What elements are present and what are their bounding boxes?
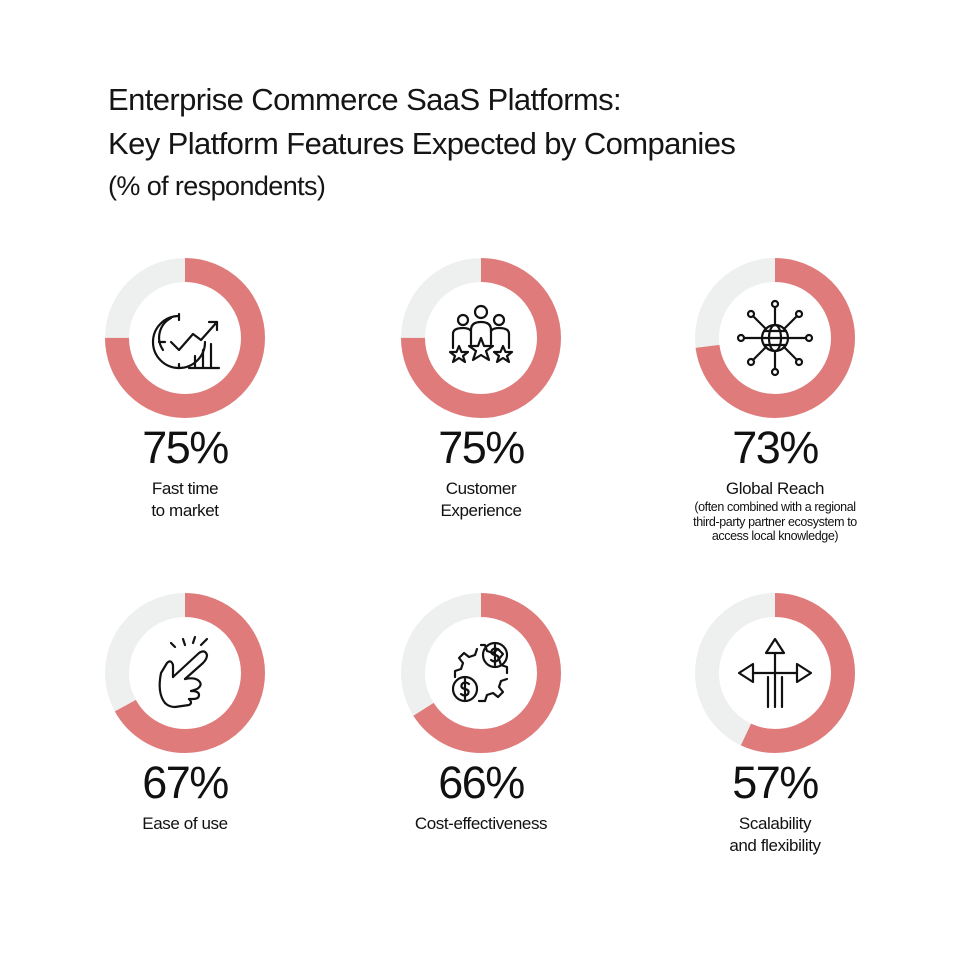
feature-label-line: and flexibility: [729, 836, 821, 855]
feature-label-line: Fast time: [151, 479, 219, 498]
globe-network-icon: [735, 298, 815, 378]
feature-label: Cost-effectiveness: [351, 813, 611, 835]
feature-label: Customer Experience: [351, 478, 611, 522]
donut-ring: [105, 258, 265, 418]
percent-value-label: 66%: [438, 757, 525, 808]
feature-label: Global Reach (often combined with a regio…: [645, 478, 905, 544]
donut-value-slice: [105, 258, 265, 418]
donut-card: 57% Scalability and flexibility: [645, 591, 905, 857]
feature-label: Scalability and flexibility: [645, 813, 905, 857]
donut-value-slice: [105, 593, 265, 753]
gear-dollar-coins-icon: [441, 633, 521, 713]
feature-label-line: Cost-effectiveness: [414, 814, 548, 833]
chart-title: Enterprise Commerce SaaS Platforms:: [108, 82, 622, 117]
feature-label-line: to market: [151, 501, 219, 520]
donut-chart: [103, 591, 267, 755]
three-way-arrows-icon: [735, 633, 815, 713]
donut-value-slice: [695, 258, 855, 418]
finger-snap-hand-icon: [145, 633, 225, 713]
chart-title-block: Enterprise Commerce SaaS Platforms: Key …: [108, 78, 736, 206]
feature-label: Fast time to market: [55, 478, 315, 522]
feature-label-line: Global Reach: [725, 479, 825, 498]
donut-value-slice: [695, 593, 855, 753]
chart-subtitle: Key Platform Features Expected by Compan…: [108, 126, 736, 161]
donut-ring: [401, 258, 561, 418]
stopwatch-growth-chart-icon: [145, 298, 225, 378]
feature-label-line: Scalability: [738, 814, 812, 833]
donut-card: 75% Fast time to market: [55, 256, 315, 522]
customers-rating-stars-icon: [441, 298, 521, 378]
donut-ring: [105, 593, 265, 753]
donut-chart: [399, 256, 563, 420]
donut-value-slice: [401, 593, 561, 753]
chart-unit: (% of respondents): [108, 171, 326, 201]
feature-label-line: Customer: [445, 479, 517, 498]
donut-chart: [693, 256, 857, 420]
percent-value-label: 75%: [438, 422, 525, 473]
donut-chart: [103, 256, 267, 420]
feature-note-line: (often combined with a regional: [694, 500, 856, 514]
feature-label-line: Experience: [440, 501, 522, 520]
feature-label-line: Ease of use: [142, 814, 228, 833]
percent-value-label: 73%: [732, 422, 819, 473]
donut-card: 66% Cost-effectiveness: [351, 591, 611, 835]
percent-value-label: 67%: [142, 757, 229, 808]
percent-value-label: 57%: [732, 757, 819, 808]
donut-chart: [399, 591, 563, 755]
donut-card: 75% Customer Experience: [351, 256, 611, 522]
donut-ring: [401, 593, 561, 753]
donut-chart: [693, 591, 857, 755]
donut-value-slice: [401, 258, 561, 418]
feature-label: Ease of use: [55, 813, 315, 835]
donut-ring: [695, 258, 855, 418]
donut-card: 67% Ease of use: [55, 591, 315, 835]
feature-note-line: access local knowledge): [711, 529, 839, 543]
feature-note-line: third-party partner ecosystem to: [693, 514, 857, 529]
donut-ring: [695, 593, 855, 753]
percent-value-label: 75%: [142, 422, 229, 473]
donut-card: 73% Global Reach (often combined with a re…: [645, 256, 905, 544]
